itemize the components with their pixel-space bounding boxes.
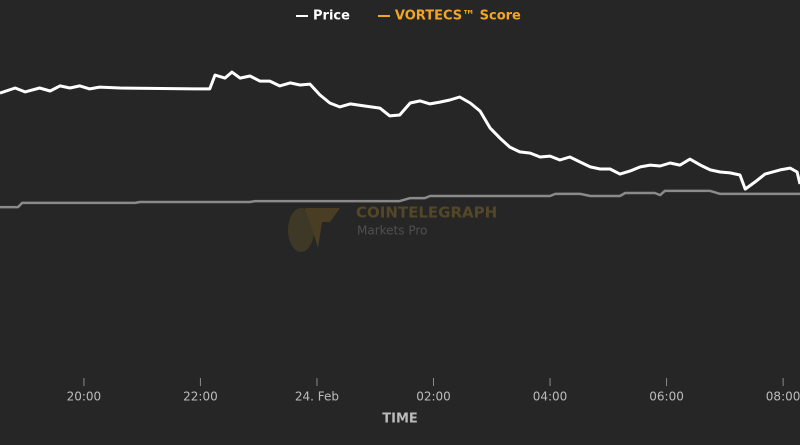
watermark: COINTELEGRAPH Markets Pro: [288, 204, 497, 252]
watermark-product: Markets Pro: [357, 224, 427, 238]
price-line: [0, 70, 800, 191]
legend-label: Price: [313, 9, 350, 24]
x-tick-label: 06:00: [649, 390, 684, 404]
x-tick-label: 24. Feb: [295, 390, 339, 404]
watermark-brand: COINTELEGRAPH: [356, 204, 497, 222]
x-tick-label: 02:00: [416, 390, 451, 404]
x-tick-label: 08:00: [766, 390, 800, 404]
x-tick-label: 20:00: [67, 390, 102, 404]
legend-label: VORTECS™ Score: [395, 9, 521, 24]
x-tick-label: 04:00: [533, 390, 568, 404]
x-tick-label: 22:00: [183, 390, 218, 404]
watermark-icon: [288, 208, 314, 252]
x-axis-title: TIME: [382, 412, 418, 427]
price-line: [0, 189, 800, 209]
watermark-icon: [305, 208, 340, 248]
